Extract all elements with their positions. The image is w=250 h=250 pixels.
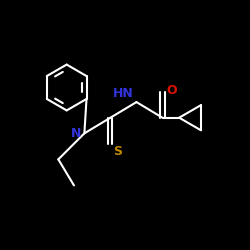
Text: HN: HN xyxy=(112,87,133,100)
Text: S: S xyxy=(114,145,122,158)
Text: O: O xyxy=(167,84,177,97)
Text: N: N xyxy=(71,127,81,140)
